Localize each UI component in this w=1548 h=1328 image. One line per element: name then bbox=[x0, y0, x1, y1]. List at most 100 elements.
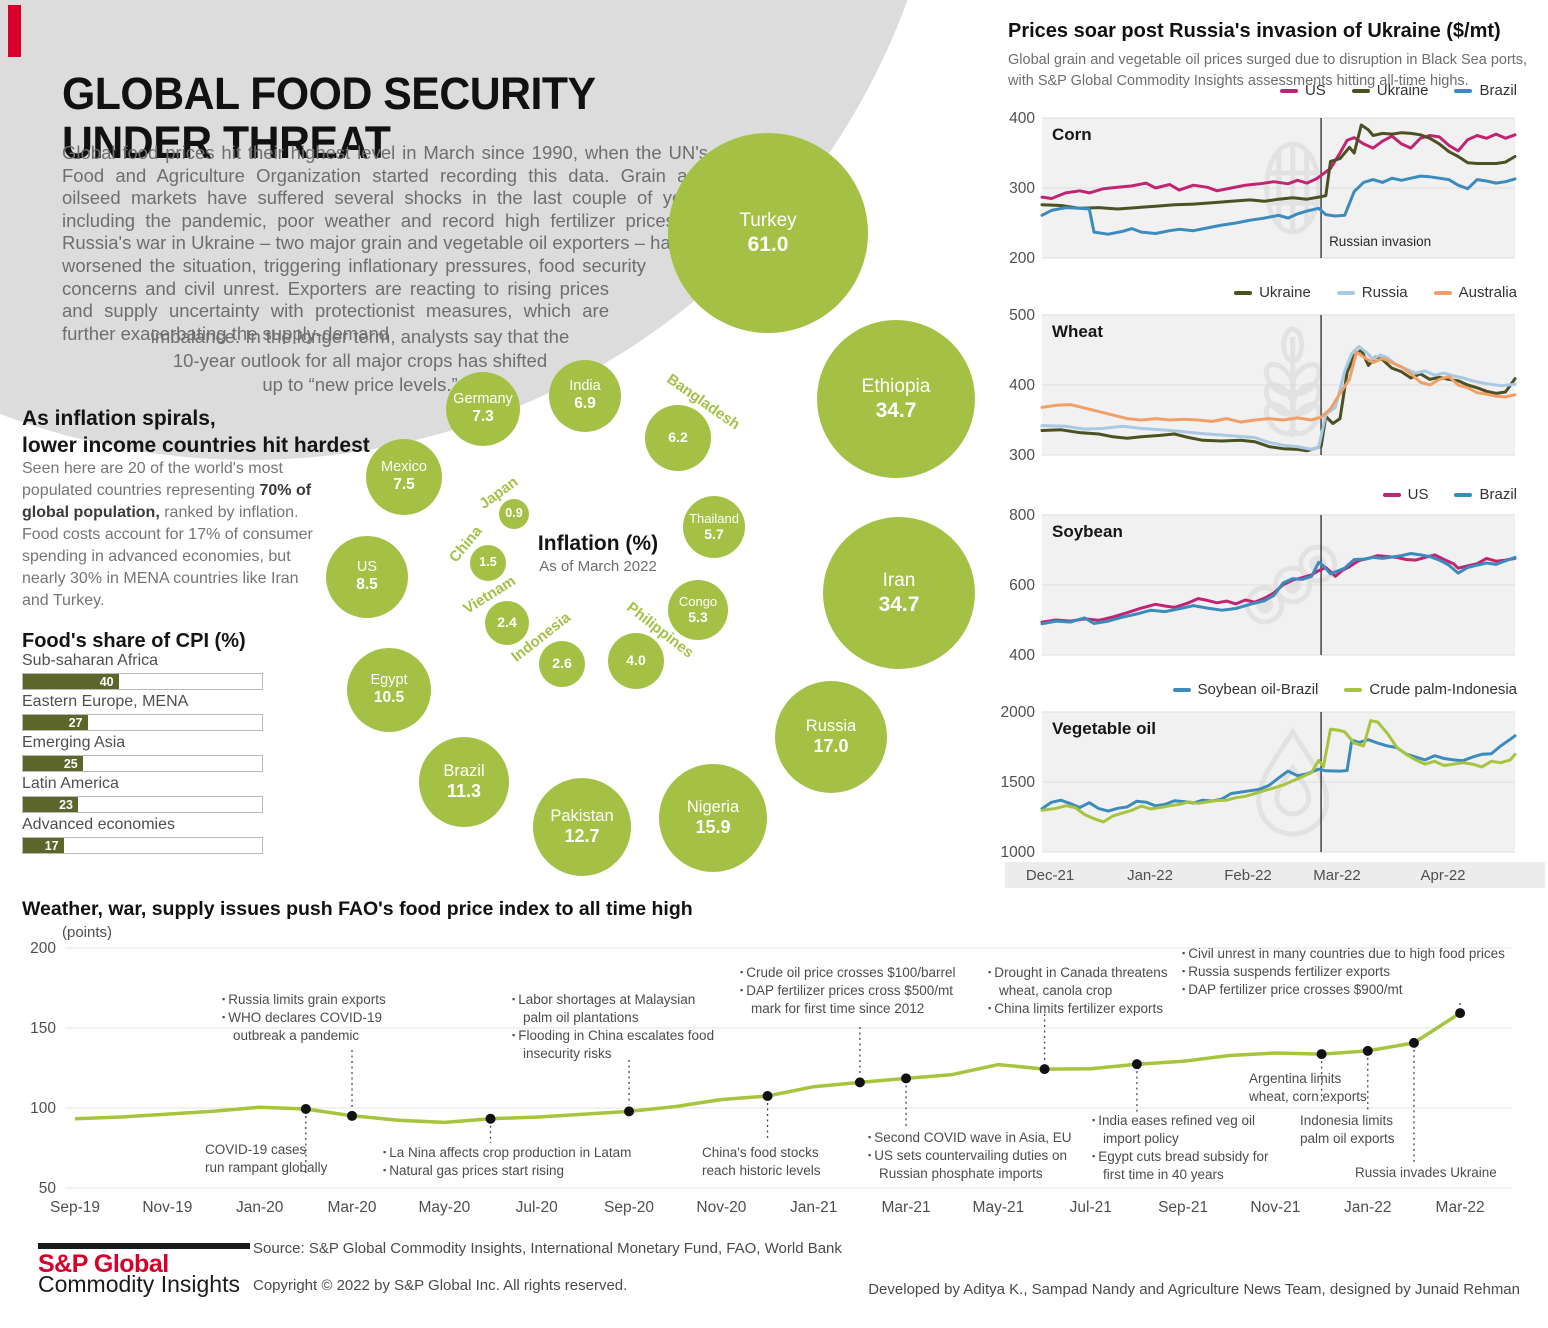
brazil-legend-swatch bbox=[1454, 493, 1473, 497]
fao-annotation-0: COVID-19 cases run rampant globally bbox=[205, 1141, 365, 1177]
wheat-legend-item: Ukraine bbox=[1234, 284, 1311, 301]
bubble-country-label: US bbox=[356, 558, 378, 575]
cpi-bar-track: 17 bbox=[22, 837, 263, 854]
cpi-bar-track: 40 bbox=[22, 673, 263, 690]
bubble-value-label: 1.5 bbox=[479, 555, 497, 570]
soybean-series-brazil bbox=[1040, 552, 1517, 626]
intro-tail-line-2: 10-year outlook for all major crops has … bbox=[172, 350, 548, 371]
fao-xtick: Mar-20 bbox=[327, 1199, 376, 1216]
russian-invasion-label: Russian invasion bbox=[1329, 234, 1431, 249]
fao-event-dot bbox=[624, 1106, 635, 1117]
fao-event-dot bbox=[300, 1103, 311, 1114]
fao-annotation-line: ▪ DAP fertilizer prices cross $500/mt mar… bbox=[740, 983, 954, 1017]
fao-chart-unit-label: (points) bbox=[62, 924, 113, 941]
bubble-indonesia: 2.6 bbox=[539, 641, 585, 687]
cpi-bar-track: 25 bbox=[22, 755, 263, 772]
soybean-chart: 800 600 400 Soybean bbox=[1009, 507, 1517, 664]
bullet-icon: ▪ bbox=[222, 994, 226, 1004]
bullet-icon: ▪ bbox=[1092, 1151, 1096, 1162]
fao-annotation-line: ▪ China limits fertilizer exports bbox=[988, 1001, 1163, 1017]
bubble-turkey: Turkey 61.0 bbox=[668, 133, 868, 333]
bubble-value-label: 12.7 bbox=[564, 826, 600, 847]
corn-legend: US Ukraine Brazil bbox=[1005, 82, 1517, 99]
wheat-ytick: 400 bbox=[1009, 377, 1035, 394]
bullet-icon: ▪ bbox=[1182, 966, 1186, 977]
corn-watermark-icon bbox=[1264, 141, 1322, 235]
fao-ytick: 50 bbox=[39, 1180, 57, 1197]
soybean-legend-item: US bbox=[1382, 486, 1428, 503]
wheat-chart-label: Wheat bbox=[1052, 322, 1103, 341]
vegoil-ytick: 1000 bbox=[1001, 844, 1036, 861]
vegoil-ytick: 1500 bbox=[1001, 774, 1036, 791]
fao-annotation-9: Argentina limits wheat, corn exports bbox=[1249, 1070, 1399, 1106]
fao-xtick: Mar-21 bbox=[882, 1199, 931, 1216]
fao-annotation-line: ▪ Crude oil price crosses $100/barrel bbox=[740, 965, 956, 980]
corn-series-us bbox=[1040, 132, 1517, 200]
cpi-chart-title: Food's share of CPI (%) bbox=[22, 630, 246, 652]
bubble-nigeria: Nigeria 15.9 bbox=[659, 764, 767, 872]
bullet-icon: ▪ bbox=[1182, 984, 1186, 995]
fao-xtick: Mar-22 bbox=[1436, 1199, 1485, 1216]
soybean-oil-brazil-legend-swatch bbox=[1172, 688, 1191, 692]
corn-series-ukraine bbox=[1040, 123, 1517, 211]
wheat-watermark-icon bbox=[1263, 326, 1322, 437]
bullet-icon: ▪ bbox=[868, 1150, 872, 1161]
bubble-country-label: Mexico bbox=[381, 458, 427, 475]
cpi-category-label: Sub-saharan Africa bbox=[22, 652, 159, 669]
bubble-ethiopia: Ethiopia 34.7 bbox=[817, 320, 975, 478]
fao-event-dot bbox=[901, 1073, 912, 1084]
inflation-note-body: Seen here are 20 of the world's most pop… bbox=[22, 458, 314, 612]
fao-annotation-line: China's food stocks bbox=[702, 1145, 819, 1160]
bubble-iran: Iran 34.7 bbox=[823, 517, 975, 669]
bubble-chart-title: Inflation (%) bbox=[537, 532, 659, 555]
fao-event-dot bbox=[854, 1077, 865, 1088]
bubble-country-label: Turkey bbox=[739, 209, 797, 231]
bubble-us: US 8.5 bbox=[326, 536, 408, 618]
fao-xtick: May-20 bbox=[419, 1199, 471, 1216]
corn-ytick: 300 bbox=[1009, 180, 1035, 197]
bubble-chart-subtitle: As of March 2022 bbox=[539, 558, 657, 575]
bubble-philippines: 4.0 bbox=[608, 633, 664, 689]
vegoil-legend-item: Crude palm-Indonesia bbox=[1344, 681, 1517, 698]
bubble-value-label: 6.9 bbox=[574, 395, 596, 413]
bubble-japan: 0.9 bbox=[499, 499, 529, 529]
bubble-value-label: 34.7 bbox=[875, 398, 917, 422]
fao-xtick: Sep-19 bbox=[50, 1199, 100, 1216]
intro-paragraph: Global food prices hit their highest lev… bbox=[62, 142, 714, 345]
bullet-icon: ▪ bbox=[383, 1165, 387, 1176]
cpi-category-label: Eastern Europe, MENA bbox=[22, 693, 189, 710]
bubble-egypt: Egypt 10.5 bbox=[347, 648, 431, 732]
bubble-country-label: Nigeria bbox=[686, 797, 740, 816]
fao-event-dot bbox=[1316, 1049, 1327, 1060]
credits-note: Developed by Aditya K., Sampad Nandy and… bbox=[868, 1281, 1520, 1298]
intro-tail-line-1: imbalance. In the longer term, analysts … bbox=[150, 326, 570, 347]
bullet-icon: ▪ bbox=[868, 1132, 872, 1142]
cpi-bar-fill: 17 bbox=[23, 838, 64, 853]
fao-xtick: Nov-19 bbox=[142, 1199, 192, 1216]
cpi-bar-fill: 27 bbox=[23, 715, 88, 730]
brazil-legend-swatch bbox=[1454, 89, 1473, 93]
copyright-note: Copyright © 2022 by S&P Global Inc. All … bbox=[253, 1277, 628, 1294]
fao-annotation-line: ▪ Natural gas prices start rising bbox=[383, 1163, 565, 1179]
vegoil-xtick: Jan-22 bbox=[1127, 867, 1173, 884]
fao-annotation-line: ▪ Flooding in China escalates food insecu… bbox=[512, 1028, 715, 1062]
fao-xtick: Nov-20 bbox=[696, 1199, 746, 1216]
bubble-value-label: 11.3 bbox=[446, 781, 482, 802]
price-charts-title: Prices soar post Russia's invasion of Uk… bbox=[1008, 20, 1501, 42]
bubble-value-label: 61.0 bbox=[747, 232, 789, 256]
bubble-country-label: India bbox=[569, 377, 601, 394]
fao-event-dot bbox=[347, 1110, 358, 1121]
fao-annotation-3: ▪ Labor shortages at Malaysian palm oil p… bbox=[512, 991, 722, 1063]
vegoil-ytick: 2000 bbox=[1001, 704, 1036, 721]
bubble-value-label: 0.9 bbox=[505, 506, 523, 521]
wheat-series-ukraine bbox=[1040, 348, 1517, 453]
fao-annotation-12: ▪ Civil unrest in many countries due to h… bbox=[1182, 945, 1538, 999]
fao-ytick: 200 bbox=[30, 940, 56, 957]
cpi-category-label: Emerging Asia bbox=[22, 734, 126, 751]
soybean-legend: US Brazil bbox=[1005, 486, 1517, 503]
vegoil-chart-label: Vegetable oil bbox=[1052, 719, 1156, 738]
fao-annotation-line: COVID-19 cases bbox=[205, 1142, 307, 1157]
fao-annotation-line: reach historic levels bbox=[702, 1163, 821, 1179]
cpi-category-label: Advanced economies bbox=[22, 816, 175, 833]
wheat-ytick: 500 bbox=[1009, 307, 1035, 324]
